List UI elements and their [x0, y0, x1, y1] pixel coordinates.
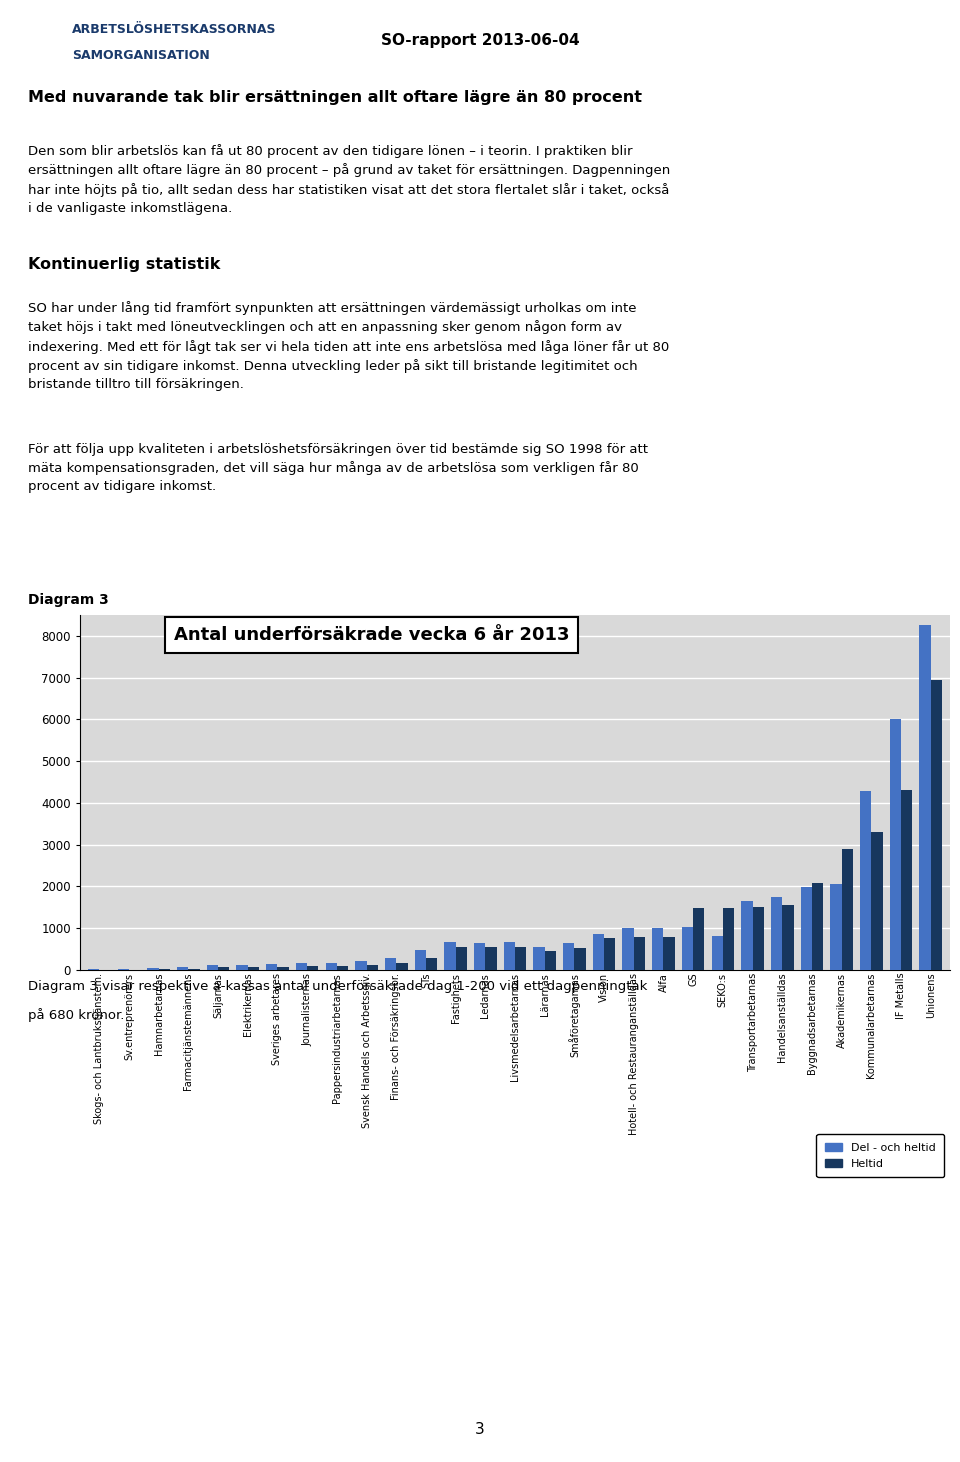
Bar [741, 901, 753, 969]
Bar [415, 950, 426, 969]
Bar [337, 966, 348, 969]
Text: 3: 3 [475, 1423, 485, 1437]
Text: För att följa upp kvaliteten i arbetslöshetsförsäkringen över tid bestämde sig S: För att följa upp kvaliteten i arbetslös… [28, 443, 648, 493]
Bar [296, 963, 307, 969]
Bar [682, 927, 693, 969]
Bar [930, 680, 942, 969]
Bar [266, 963, 277, 969]
Bar [753, 908, 764, 969]
Bar [771, 896, 782, 969]
Bar [812, 883, 824, 969]
Bar [355, 961, 367, 969]
Text: Kontinuerlig statistik: Kontinuerlig statistik [28, 257, 221, 272]
Bar [693, 908, 705, 969]
Bar [920, 626, 930, 969]
Bar [307, 966, 319, 969]
Bar [604, 937, 615, 969]
Bar [801, 887, 812, 969]
Bar [385, 958, 396, 969]
Text: SO: SO [12, 19, 63, 53]
Bar [486, 946, 496, 969]
Bar [206, 965, 218, 969]
Bar [396, 963, 407, 969]
Bar [444, 942, 456, 969]
Bar [723, 908, 734, 969]
Bar [236, 965, 248, 969]
Bar [830, 885, 842, 969]
Text: på 680 kronor.: på 680 kronor. [28, 1007, 125, 1022]
Bar [622, 928, 634, 969]
Bar [456, 946, 467, 969]
Legend: Del - och heltid, Heltid: Del - och heltid, Heltid [816, 1135, 945, 1177]
Bar [842, 849, 852, 969]
Bar [782, 905, 794, 969]
Bar [574, 949, 586, 969]
Bar [367, 965, 378, 969]
Text: Den som blir arbetslös kan få ut 80 procent av den tidigare lönen – i teorin. I : Den som blir arbetslös kan få ut 80 proc… [28, 143, 670, 215]
Bar [890, 719, 901, 969]
Text: SO-rapport 2013-06-04: SO-rapport 2013-06-04 [381, 32, 579, 47]
Bar [148, 968, 158, 969]
Bar [872, 832, 882, 969]
Bar [534, 946, 544, 969]
Bar [592, 934, 604, 969]
Bar [634, 937, 645, 969]
Bar [860, 791, 872, 969]
Bar [711, 936, 723, 969]
Text: ARBETSLÖSHETSKASSORNAS: ARBETSLÖSHETSKASSORNAS [72, 23, 276, 37]
Bar [515, 947, 526, 969]
Text: Antal underförsäkrade vecka 6 år 2013: Antal underförsäkrade vecka 6 år 2013 [174, 626, 569, 643]
Bar [474, 943, 486, 969]
Text: Diagram 3 visar respektive a-kassas antal underförsäkrade dag 1-200 vid ett dagp: Diagram 3 visar respektive a-kassas anta… [28, 980, 647, 993]
Bar [504, 943, 515, 969]
Bar [564, 943, 574, 969]
Bar [177, 966, 188, 969]
Text: SAMORGANISATION: SAMORGANISATION [72, 50, 209, 63]
Bar [901, 791, 912, 969]
Text: Diagram 3: Diagram 3 [28, 594, 108, 607]
Bar [426, 958, 437, 969]
Bar [663, 937, 675, 969]
Bar [325, 962, 337, 969]
Bar [218, 968, 229, 969]
Bar [544, 952, 556, 969]
Bar [277, 966, 289, 969]
Text: Med nuvarande tak blir ersättningen allt oftare lägre än 80 procent: Med nuvarande tak blir ersättningen allt… [28, 91, 642, 105]
Bar [652, 928, 663, 969]
Bar [248, 966, 259, 969]
Text: SO har under lång tid framfört synpunkten att ersättningen värdemässigt urholkas: SO har under lång tid framfört synpunkte… [28, 301, 669, 390]
